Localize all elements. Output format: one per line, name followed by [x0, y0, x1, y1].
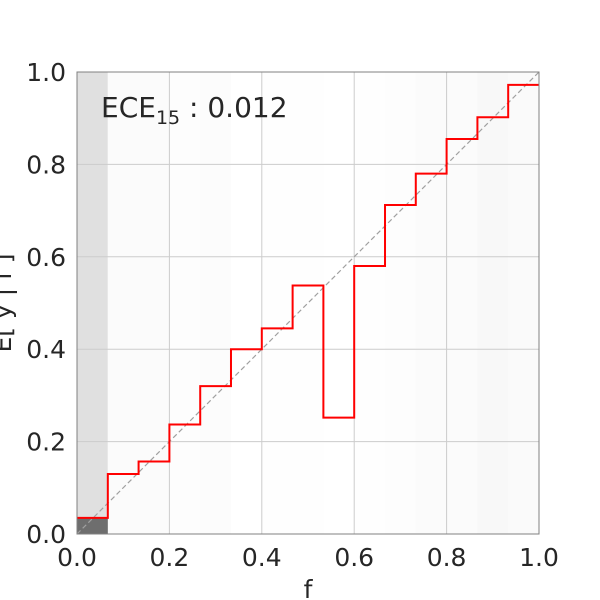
y-tick-label: 0.2 — [26, 428, 66, 457]
ece-label: ECE — [101, 91, 156, 124]
x-tick-labels: 0.0 0.2 0.4 0.6 0.8 1.0 — [57, 543, 559, 572]
ece-value: : 0.012 — [180, 91, 287, 124]
bin-shade — [446, 72, 478, 534]
x-tick-label: 0.2 — [150, 543, 190, 572]
reliability-step-line — [77, 83, 539, 519]
plot-frame — [76, 71, 540, 535]
plot-area — [76, 71, 540, 535]
bin-shade — [230, 72, 262, 534]
y-tick-label: 0.0 — [26, 520, 66, 549]
ece-annotation: ECE15 : 0.012 — [101, 91, 288, 129]
bin-shade — [77, 72, 108, 534]
bin-shade — [261, 72, 293, 534]
y-tick-label: 1.0 — [26, 58, 66, 87]
ece-subscript: 15 — [156, 107, 180, 129]
bin-shade — [508, 72, 539, 534]
bin-shade — [107, 72, 139, 534]
bin-shade — [138, 72, 170, 534]
bin-shade — [415, 72, 447, 534]
y-axis-label: E[ y | f ] — [0, 253, 17, 352]
bin-shade — [169, 72, 201, 534]
y-tick-labels: 0.0 0.2 0.4 0.6 0.8 1.0 — [26, 58, 66, 549]
x-tick-label: 1.0 — [519, 543, 559, 572]
bin-shade — [200, 72, 231, 534]
diagonal-reference-line — [76, 71, 540, 535]
bin-shade — [323, 72, 355, 534]
bin-shade — [385, 72, 416, 534]
bin-shade — [354, 72, 386, 534]
x-tick-label: 0.8 — [427, 543, 467, 572]
x-axis-label: f — [304, 575, 314, 600]
bin-shade — [477, 72, 509, 534]
first-bin-bar — [77, 517, 108, 534]
y-tick-label: 0.4 — [26, 335, 66, 364]
y-tick-label: 0.8 — [26, 150, 66, 179]
bin-shade — [292, 72, 324, 534]
x-tick-label: 0.6 — [334, 543, 374, 572]
x-tick-label: 0.4 — [242, 543, 282, 572]
y-tick-label: 0.6 — [26, 243, 66, 272]
x-tick-label: 0.0 — [57, 543, 97, 572]
